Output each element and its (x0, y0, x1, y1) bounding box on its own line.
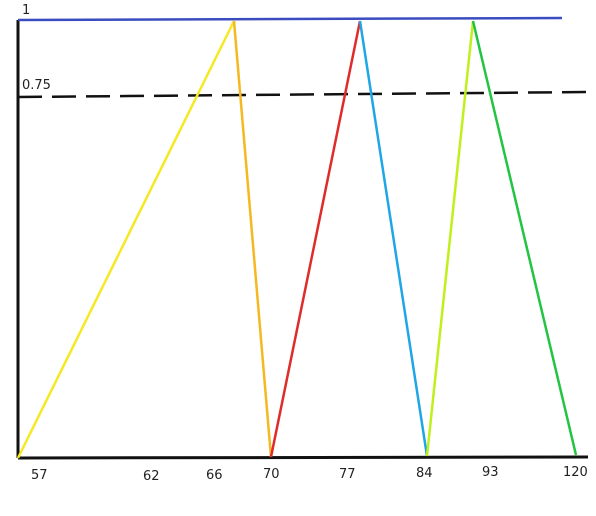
y-label-1: 1 (22, 3, 30, 18)
x-tick-66: 66 (206, 468, 223, 483)
x-tick-93: 93 (482, 465, 499, 480)
y-label-075: 0.75 (22, 78, 51, 93)
x-tick-62: 62 (143, 469, 160, 484)
max-membership-line (17, 16, 563, 22)
threshold-dashed-line (17, 90, 593, 99)
segment-rise-2 (269, 20, 362, 458)
x-axis (17, 455, 589, 460)
x-tick-84: 84 (416, 466, 433, 481)
x-tick-57: 57 (31, 468, 48, 483)
segment-fall-2 (358, 20, 429, 457)
x-tick-70: 70 (263, 467, 280, 482)
segment-fall-1 (232, 20, 273, 458)
segment-fall-3 (471, 20, 578, 456)
segment-rise-1 (16, 20, 236, 459)
segment-rise-3 (425, 20, 475, 457)
x-tick-120: 120 (563, 465, 588, 480)
x-tick-77: 77 (339, 467, 356, 482)
